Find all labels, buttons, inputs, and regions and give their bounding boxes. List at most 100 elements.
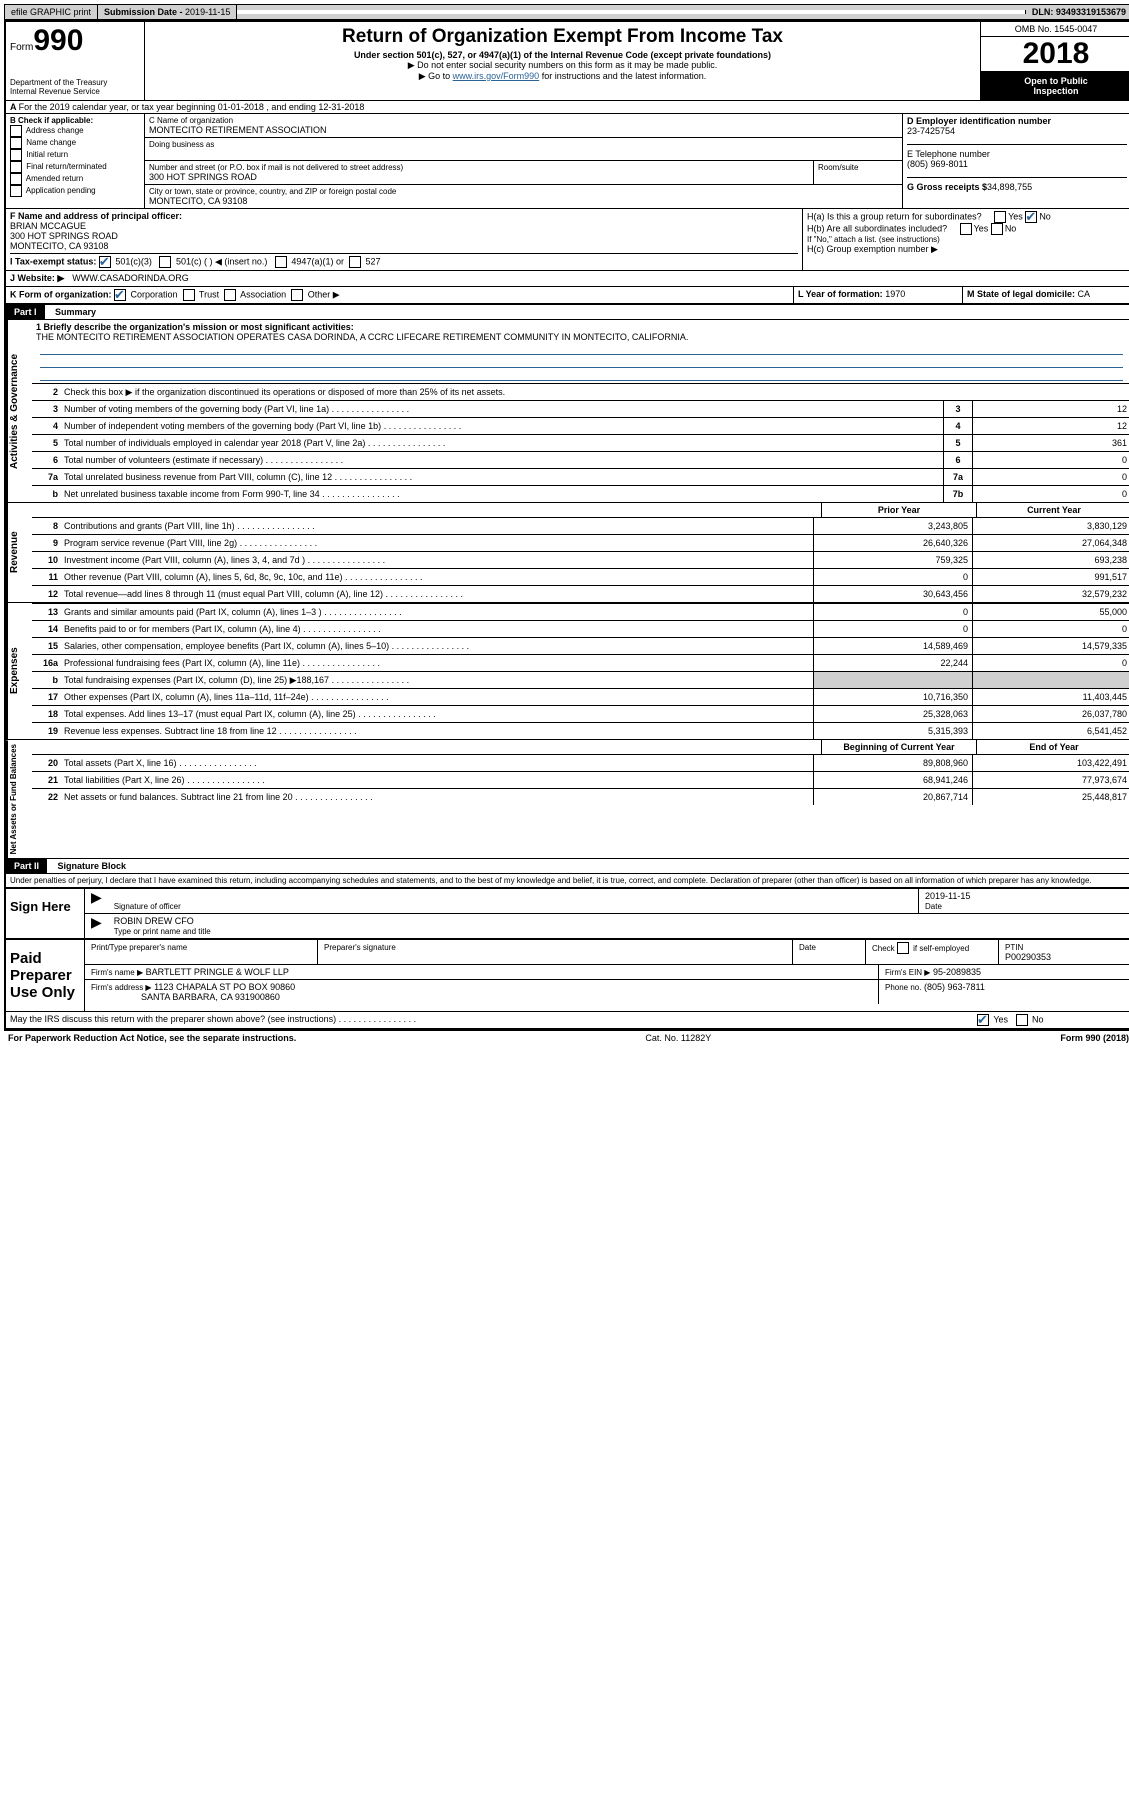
k-block: K Form of organization: Corporation Trus… <box>6 287 794 303</box>
officer-sig-cell: Signature of officer <box>108 889 919 913</box>
prep-date-cell: Date <box>793 940 866 964</box>
col-b: B Check if applicable: Address change Na… <box>6 114 145 208</box>
officer-name: BRIAN MCCAGUE <box>10 221 86 231</box>
netassets-section: Net Assets or Fund Balances Beginning of… <box>6 739 1129 858</box>
chk-b-item[interactable] <box>10 161 22 173</box>
efile-label: efile GRAPHIC print <box>5 5 98 19</box>
discuss-text: May the IRS discuss this return with the… <box>10 1014 977 1026</box>
financial-line: bTotal fundraising expenses (Part IX, co… <box>32 671 1129 688</box>
phone-label: E Telephone number <box>907 149 990 159</box>
ein-box: D Employer identification number 23-7425… <box>907 116 1127 145</box>
chk-4947[interactable] <box>275 256 287 268</box>
org-name: MONTECITO RETIREMENT ASSOCIATION <box>149 125 898 135</box>
chk-b-item[interactable] <box>10 125 22 137</box>
footer: For Paperwork Reduction Act Notice, see … <box>4 1030 1129 1045</box>
sig-row-2: ▶ ROBIN DREW CFOType or print name and t… <box>85 914 1129 938</box>
j-label: J Website: ▶ <box>6 271 68 286</box>
k-label: K Form of organization: <box>10 289 112 299</box>
financial-line: 16aProfessional fundraising fees (Part I… <box>32 654 1129 671</box>
ein-label: D Employer identification number <box>907 116 1051 126</box>
l1-label: 1 Briefly describe the organization's mi… <box>36 322 354 332</box>
b-item: Name change <box>10 137 140 149</box>
i-row: I Tax-exempt status: 501(c)(3) 501(c) ( … <box>10 253 798 268</box>
chk-527[interactable] <box>349 256 361 268</box>
chk-self-employed[interactable] <box>897 942 909 954</box>
chk-b-item[interactable] <box>10 137 22 149</box>
rule-line <box>40 355 1123 368</box>
irs-label: Internal Revenue Service <box>10 87 140 96</box>
summary-line: 6Total number of volunteers (estimate if… <box>32 451 1129 468</box>
row-a: A For the 2019 calendar year, or tax yea… <box>6 101 1129 114</box>
expenses-section: Expenses 13Grants and similar amounts pa… <box>6 602 1129 739</box>
chk-trust[interactable] <box>183 289 195 301</box>
addr-label: Number and street (or P.O. box if mail i… <box>149 163 809 172</box>
submission-date: Submission Date - 2019-11-15 <box>98 5 237 19</box>
chk-501c[interactable] <box>159 256 171 268</box>
row-j: J Website: ▶ WWW.CASADORINDA.ORG <box>6 271 1129 287</box>
open-to-public: Open to PublicInspection <box>981 72 1129 100</box>
col-eoy: End of Year <box>976 740 1129 754</box>
col-prior-year: Prior Year <box>821 503 976 517</box>
pra-notice: For Paperwork Reduction Act Notice, see … <box>8 1033 296 1043</box>
mission-text: THE MONTECITO RETIREMENT ASSOCIATION OPE… <box>36 332 688 342</box>
financial-line: 15Salaries, other compensation, employee… <box>32 637 1129 654</box>
subtitle-1: Under section 501(c), 527, or 4947(a)(1)… <box>149 50 976 60</box>
financial-line: 11Other revenue (Part VIII, column (A), … <box>32 568 1129 585</box>
tax-year: 2018 <box>981 37 1129 72</box>
hb-no[interactable] <box>991 223 1003 235</box>
l-block: L Year of formation: 1970 <box>794 287 963 303</box>
financial-line: 17Other expenses (Part IX, column (A), l… <box>32 688 1129 705</box>
financial-line: 12Total revenue—add lines 8 through 11 (… <box>32 585 1129 602</box>
cat-no: Cat. No. 11282Y <box>296 1033 1060 1043</box>
year-formation: 1970 <box>885 289 905 299</box>
chk-b-item[interactable] <box>10 173 22 185</box>
summary-line: 5Total number of individuals employed in… <box>32 434 1129 451</box>
firm-addr-cell: Firm's address ▶ 1123 CHAPALA ST PO BOX … <box>85 980 879 1004</box>
prep-row-1: Print/Type preparer's name Preparer's si… <box>85 940 1129 965</box>
subtitle-3: ▶ Go to www.irs.gov/Form990 for instruct… <box>149 71 976 82</box>
discuss-yes[interactable] <box>977 1014 989 1026</box>
hb-yes[interactable] <box>960 223 972 235</box>
discuss-row: May the IRS discuss this return with the… <box>6 1011 1129 1028</box>
irs-link[interactable]: www.irs.gov/Form990 <box>453 71 540 81</box>
chk-assoc[interactable] <box>224 289 236 301</box>
b-item: Address change <box>10 125 140 137</box>
city-row: City or town, state or province, country… <box>145 185 902 208</box>
row-fh: F Name and address of principal officer:… <box>6 209 1129 271</box>
rev-col-hdr: Prior Year Current Year <box>32 503 1129 517</box>
self-emp-cell: Check if self-employed <box>866 940 999 964</box>
dba-box: Doing business as <box>145 138 902 161</box>
part1-tag: Part I <box>6 305 45 319</box>
ha-yes[interactable] <box>994 211 1006 223</box>
financial-line: 19Revenue less expenses. Subtract line 1… <box>32 722 1129 739</box>
b-item: Initial return <box>10 149 140 161</box>
side-activities: Activities & Governance <box>6 320 32 502</box>
summary-line: 3Number of voting members of the governi… <box>32 400 1129 417</box>
discuss-no[interactable] <box>1016 1014 1028 1026</box>
chk-other[interactable] <box>291 289 303 301</box>
phone-box: E Telephone number (805) 969-8011 <box>907 149 1127 178</box>
dba-label: Doing business as <box>149 140 898 149</box>
chk-corp[interactable] <box>114 289 126 301</box>
city-label: City or town, state or province, country… <box>149 187 898 196</box>
ha-no[interactable] <box>1025 211 1037 223</box>
b-item: Amended return <box>10 173 140 185</box>
chk-b-item[interactable] <box>10 185 22 197</box>
state-domicile: CA <box>1078 289 1091 299</box>
street-address: 300 HOT SPRINGS ROAD <box>149 172 809 182</box>
header-mid: Return of Organization Exempt From Incom… <box>145 22 980 100</box>
penalties-text: Under penalties of perjury, I declare th… <box>6 873 1129 887</box>
net-col-hdr: Beginning of Current Year End of Year <box>32 740 1129 754</box>
website: WWW.CASADORINDA.ORG <box>68 271 193 286</box>
col-boy: Beginning of Current Year <box>821 740 976 754</box>
financial-line: 10Investment income (Part VIII, column (… <box>32 551 1129 568</box>
addr-row: Number and street (or P.O. box if mail i… <box>145 161 902 185</box>
chk-501c3[interactable] <box>99 256 111 268</box>
chk-b-item[interactable] <box>10 149 22 161</box>
financial-line: 8Contributions and grants (Part VIII, li… <box>32 517 1129 534</box>
gross-value: 34,898,755 <box>987 182 1032 192</box>
officer-addr2: MONTECITO, CA 93108 <box>10 241 108 251</box>
form-word: Form <box>10 42 33 53</box>
omb-number: OMB No. 1545-0047 <box>981 22 1129 37</box>
form-title: Return of Organization Exempt From Incom… <box>149 26 976 48</box>
